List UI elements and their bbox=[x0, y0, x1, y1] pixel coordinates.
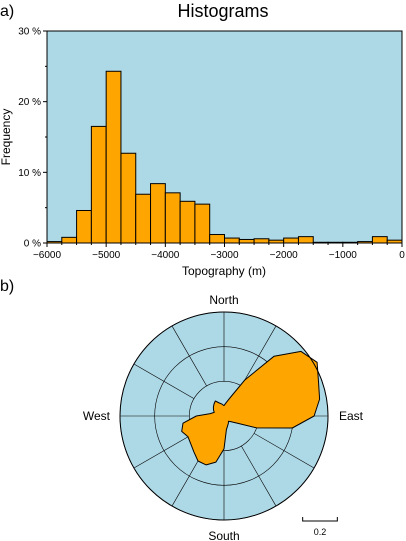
x-tick-label: −4000 bbox=[151, 250, 180, 261]
histogram-x-axis-label: Topography (m) bbox=[182, 264, 266, 278]
x-tick-label: −2000 bbox=[270, 250, 299, 261]
rose-label-west: West bbox=[83, 409, 111, 423]
x-tick-label: −3000 bbox=[210, 250, 239, 261]
histogram-bar bbox=[76, 209, 92, 244]
rose-spoke bbox=[241, 325, 277, 387]
y-tick-label: 10 % bbox=[18, 168, 41, 179]
rose-spoke bbox=[241, 445, 277, 507]
x-tick-label: −5000 bbox=[92, 250, 121, 261]
panel-a-label: a) bbox=[0, 3, 14, 20]
histogram-bar bbox=[297, 236, 314, 244]
rose-label-east: East bbox=[339, 409, 364, 423]
histogram-bar bbox=[61, 236, 78, 244]
histogram-bar bbox=[150, 183, 166, 244]
histogram-x-ticks: −6000 −5000 −4000 −3000 −2000 −1000 0 bbox=[33, 243, 405, 261]
histogram-bar bbox=[283, 237, 299, 244]
histogram-bar bbox=[179, 200, 196, 244]
histogram-bar bbox=[105, 70, 122, 244]
rose-label-north: North bbox=[209, 293, 238, 307]
rose-frame bbox=[119, 311, 329, 521]
histogram-bar bbox=[209, 234, 225, 244]
y-tick-label: 20 % bbox=[18, 97, 41, 108]
rose-label-south: South bbox=[208, 529, 239, 541]
histogram-bar bbox=[135, 193, 152, 244]
histogram-y-ticks: 0 % 10 % 20 % 30 % bbox=[18, 27, 47, 250]
rose-spoke bbox=[133, 433, 195, 469]
histogram-bar bbox=[224, 237, 240, 244]
y-tick-label: 30 % bbox=[18, 27, 41, 38]
histogram-bars bbox=[46, 70, 403, 244]
rose-spoke bbox=[133, 363, 195, 399]
rose-scale-label: 0.2 bbox=[314, 527, 327, 537]
histogram-bar bbox=[164, 192, 181, 244]
histogram-bar bbox=[90, 125, 107, 244]
histogram-bar bbox=[120, 152, 137, 244]
histogram-bar bbox=[253, 238, 270, 244]
rose-shape bbox=[181, 350, 321, 466]
histogram-y-axis-label: Frequency bbox=[0, 109, 13, 166]
rose-spoke bbox=[171, 325, 207, 387]
histogram-title: Histograms bbox=[177, 1, 268, 21]
panel-b-label: b) bbox=[0, 278, 14, 295]
rose-scale-bar bbox=[302, 517, 338, 522]
x-tick-label: −6000 bbox=[33, 250, 62, 261]
histogram-bar bbox=[194, 203, 211, 244]
histogram-bar bbox=[371, 236, 388, 244]
histogram-bar bbox=[238, 238, 255, 244]
rose-spoke bbox=[253, 433, 315, 469]
y-tick-label: 0 % bbox=[24, 239, 41, 250]
x-tick-label: 0 bbox=[399, 250, 405, 261]
x-tick-label: −1000 bbox=[329, 250, 358, 261]
